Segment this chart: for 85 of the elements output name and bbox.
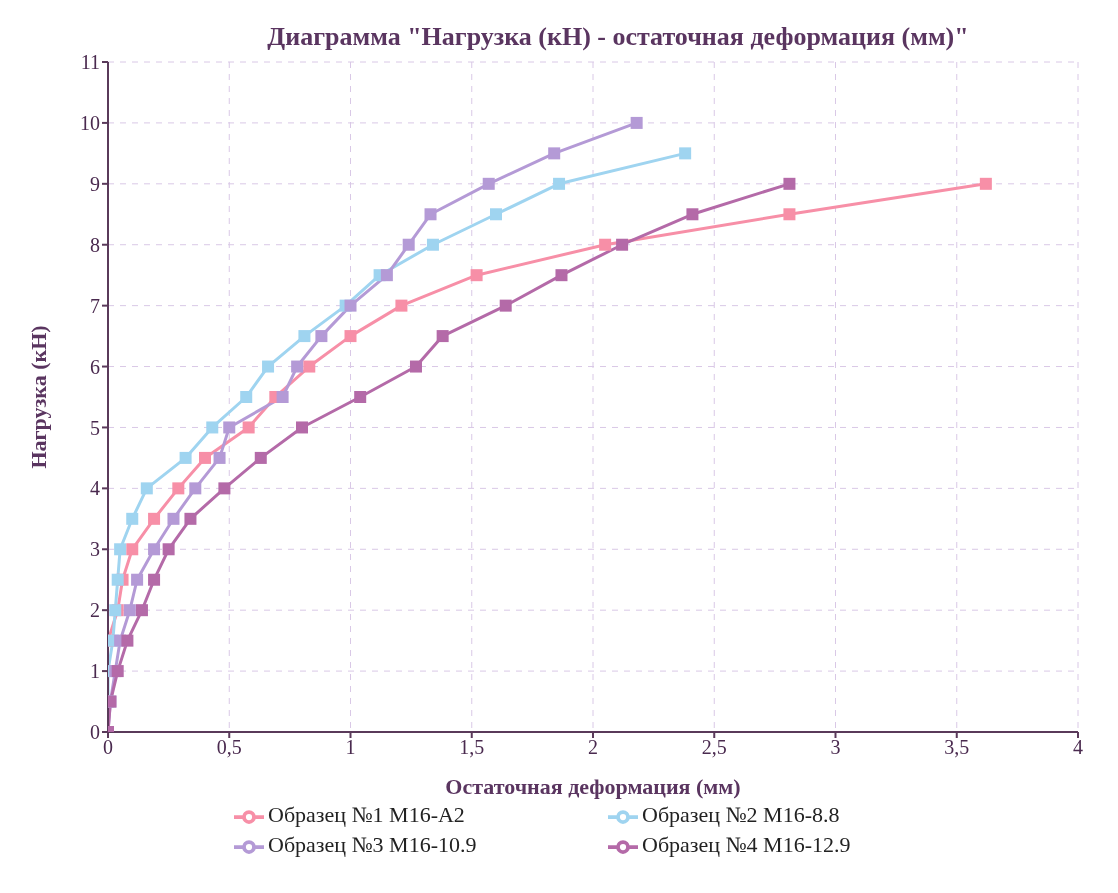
y-axis-title: Нагрузка (кН) xyxy=(25,325,51,469)
point xyxy=(199,451,211,464)
point xyxy=(409,360,422,373)
y-tick-label: 1 xyxy=(90,660,100,683)
point xyxy=(148,512,161,525)
y-tick-label: 5 xyxy=(90,416,100,439)
x-tick-label: 2,5 xyxy=(701,736,727,759)
point xyxy=(424,208,437,221)
y-tick-label: 0 xyxy=(90,721,100,744)
point xyxy=(380,269,393,282)
point xyxy=(344,330,357,343)
y-tick-label: 9 xyxy=(90,172,100,195)
point xyxy=(298,330,311,343)
y-tick-label: 2 xyxy=(90,599,100,622)
point xyxy=(114,543,127,556)
point xyxy=(679,147,692,160)
x-tick-label: 2 xyxy=(588,736,598,759)
point xyxy=(303,360,316,373)
point xyxy=(172,482,185,495)
x-tick-label: 0,5 xyxy=(216,736,242,759)
point xyxy=(548,147,561,160)
y-tick-label: 10 xyxy=(80,112,100,135)
point xyxy=(167,512,180,525)
point xyxy=(111,573,124,586)
chart-title: Диаграмма "Нагрузка (кН) - остаточная деформация (мм)" xyxy=(266,21,970,52)
point xyxy=(184,512,197,525)
point xyxy=(354,391,367,403)
x-tick-label: 4 xyxy=(1073,736,1083,759)
point xyxy=(242,421,255,434)
point xyxy=(218,482,231,495)
point xyxy=(344,299,357,312)
point xyxy=(148,573,161,586)
point xyxy=(979,177,992,190)
x-tick-label: 3,5 xyxy=(944,736,970,759)
point xyxy=(426,238,439,251)
point xyxy=(223,421,236,434)
point xyxy=(436,330,449,343)
point xyxy=(616,238,629,251)
y-tick-label: 11 xyxy=(80,51,100,74)
y-tick-label: 6 xyxy=(90,355,100,378)
point xyxy=(179,451,192,464)
point xyxy=(262,360,275,373)
y-tick-label: 4 xyxy=(90,477,100,500)
point xyxy=(783,208,796,221)
point xyxy=(490,208,502,221)
y-tick-label: 7 xyxy=(90,294,100,317)
y-tick-label: 3 xyxy=(90,538,100,561)
x-tick-label: 1,5 xyxy=(459,736,485,759)
x-tick-label: 3 xyxy=(830,736,841,759)
legend-label: Образец №2 М16-8.8 xyxy=(642,802,841,829)
point xyxy=(189,482,202,495)
y-tick-label: 8 xyxy=(90,233,100,256)
point xyxy=(276,391,289,403)
point xyxy=(126,512,139,525)
point xyxy=(402,238,415,251)
point xyxy=(254,451,267,464)
point xyxy=(553,177,566,190)
point xyxy=(482,177,495,190)
point xyxy=(240,391,253,403)
legend-label: Образец №4 М16-12.9 xyxy=(642,832,852,859)
point xyxy=(206,421,219,434)
point xyxy=(686,208,699,221)
x-axis-title: Остаточная деформация (мм) xyxy=(445,774,741,799)
point xyxy=(131,573,144,586)
point xyxy=(630,116,643,129)
point xyxy=(555,269,568,282)
point xyxy=(599,238,612,251)
point xyxy=(135,604,148,617)
point xyxy=(140,482,153,495)
point xyxy=(162,543,175,556)
legend-label: Образец №1 М16-А2 xyxy=(268,802,466,829)
point xyxy=(123,604,136,617)
point xyxy=(126,543,139,556)
point xyxy=(213,451,226,464)
point xyxy=(395,299,408,312)
point xyxy=(291,360,304,373)
point xyxy=(296,421,308,434)
x-tick-label: 1 xyxy=(345,736,356,759)
point xyxy=(121,634,134,647)
point xyxy=(315,330,328,343)
legend-label: Образец №3 М16-10.9 xyxy=(268,832,478,859)
point xyxy=(499,299,512,312)
point xyxy=(470,269,483,282)
point xyxy=(783,177,796,190)
point xyxy=(148,543,161,556)
